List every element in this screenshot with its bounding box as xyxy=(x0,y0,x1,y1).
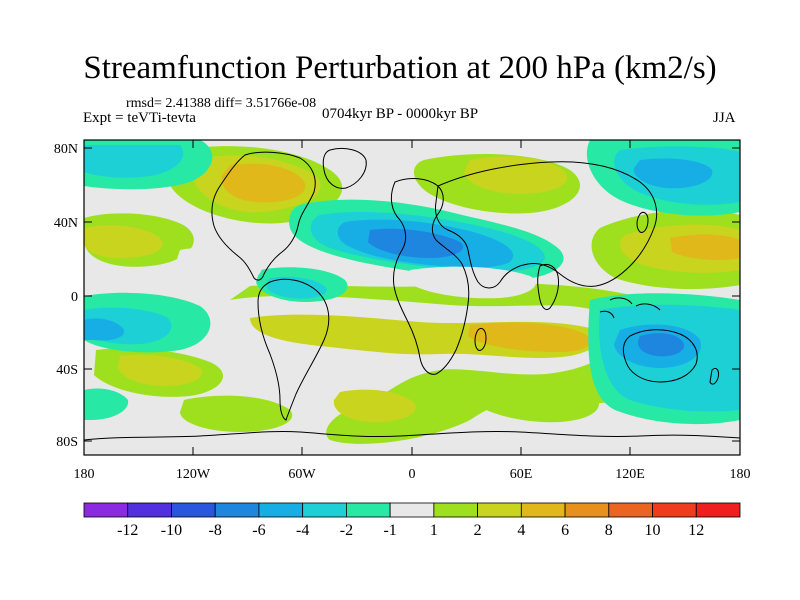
colorbar-box xyxy=(564,502,610,518)
lat-label-eq: 0 xyxy=(71,290,78,305)
colorbar-box xyxy=(171,502,216,518)
colorbar-box xyxy=(127,502,172,518)
colorbar-box xyxy=(477,502,522,518)
field-region xyxy=(180,395,293,432)
coastlines xyxy=(84,147,740,441)
field-region xyxy=(468,376,599,423)
experiment-label: Expt = teVTi-tevta xyxy=(83,110,196,126)
coastline-japan xyxy=(636,211,649,233)
lon-label-180w: 180 xyxy=(74,467,95,482)
coastline-maritime-islands xyxy=(599,297,661,319)
stats-line: rmsd= 2.41388 diff= 3.51766e-08 xyxy=(126,96,317,111)
colorbar-box xyxy=(695,502,741,518)
coastline-madagascar xyxy=(474,327,487,351)
field-region xyxy=(84,225,163,258)
lat-label-80s: 80S xyxy=(56,435,78,450)
season-label: JJA xyxy=(713,110,736,126)
colorbar-label: 1 xyxy=(430,522,438,539)
colorbar-labels: -12 -10 -8 -6 -4 -2 -1 1 2 4 6 8 10 12 xyxy=(117,522,704,539)
lon-label-60w: 60W xyxy=(288,467,316,482)
colorbar-label: -12 xyxy=(117,522,138,539)
plot-title: Streamfunction Perturbation at 200 hPa (… xyxy=(83,50,717,86)
colorbar-label: 4 xyxy=(517,522,525,539)
coastline-south-america xyxy=(257,278,330,421)
lat-label-40s: 40S xyxy=(56,363,78,378)
lon-label-180e: 180 xyxy=(730,467,751,482)
field-region xyxy=(265,276,327,299)
colorbar-box xyxy=(302,502,347,518)
colorbar-box xyxy=(214,502,260,518)
field-region xyxy=(368,228,464,258)
colorbar-label: -1 xyxy=(383,522,396,539)
lon-label-120e: 120E xyxy=(615,467,645,482)
colorbar-box xyxy=(652,502,697,518)
colorbar-label: -6 xyxy=(252,522,265,539)
colorbar-label: 12 xyxy=(688,522,704,539)
coastline-new-zealand xyxy=(709,367,719,385)
field-region xyxy=(333,389,416,423)
lon-label-0: 0 xyxy=(409,467,416,482)
field-region xyxy=(464,156,568,194)
field-region xyxy=(468,322,591,352)
field-region xyxy=(118,354,202,386)
colorbar-label: 10 xyxy=(645,522,661,539)
colorbar-box xyxy=(258,502,304,518)
field-region xyxy=(84,145,184,178)
colorbar-label: -10 xyxy=(161,522,182,539)
field-region xyxy=(176,247,262,284)
field-region xyxy=(221,163,306,203)
field-region xyxy=(670,234,740,260)
colorbar-box xyxy=(345,502,391,518)
coastline-india xyxy=(537,263,559,311)
lon-label-120w: 120W xyxy=(176,467,211,482)
field-region xyxy=(84,318,125,341)
lat-label-40n: 40N xyxy=(54,216,78,231)
colorbar-label: 6 xyxy=(561,522,569,539)
colorbar xyxy=(83,502,741,518)
lat-label-80n: 80N xyxy=(54,142,78,157)
colorbar-box xyxy=(83,502,129,518)
coastline-greenland xyxy=(322,147,367,189)
colorbar-label: -8 xyxy=(209,522,222,539)
colorbar-label: -2 xyxy=(340,522,353,539)
coastline-north-america xyxy=(211,151,316,281)
coastline-antarctica xyxy=(84,430,740,441)
streamfunction-field xyxy=(84,140,740,455)
colorbar-box xyxy=(433,502,478,518)
field-region xyxy=(408,266,536,299)
colorbar-label: 2 xyxy=(474,522,482,539)
field-region xyxy=(637,333,685,357)
field-region xyxy=(84,388,129,420)
colorbar-box xyxy=(389,502,435,518)
coastline-australia xyxy=(622,329,698,383)
lon-axis xyxy=(83,140,741,455)
colorbar-box xyxy=(520,502,566,518)
colorbar-box xyxy=(608,502,653,518)
colorbar-label: 8 xyxy=(605,522,613,539)
period-label: 0704kyr BP - 0000kyr BP xyxy=(322,106,479,122)
field-region xyxy=(633,158,713,189)
colorbar-label: -4 xyxy=(296,522,309,539)
lon-label-60e: 60E xyxy=(510,467,533,482)
coastline-asia xyxy=(435,161,658,289)
lat-axis xyxy=(84,147,740,442)
